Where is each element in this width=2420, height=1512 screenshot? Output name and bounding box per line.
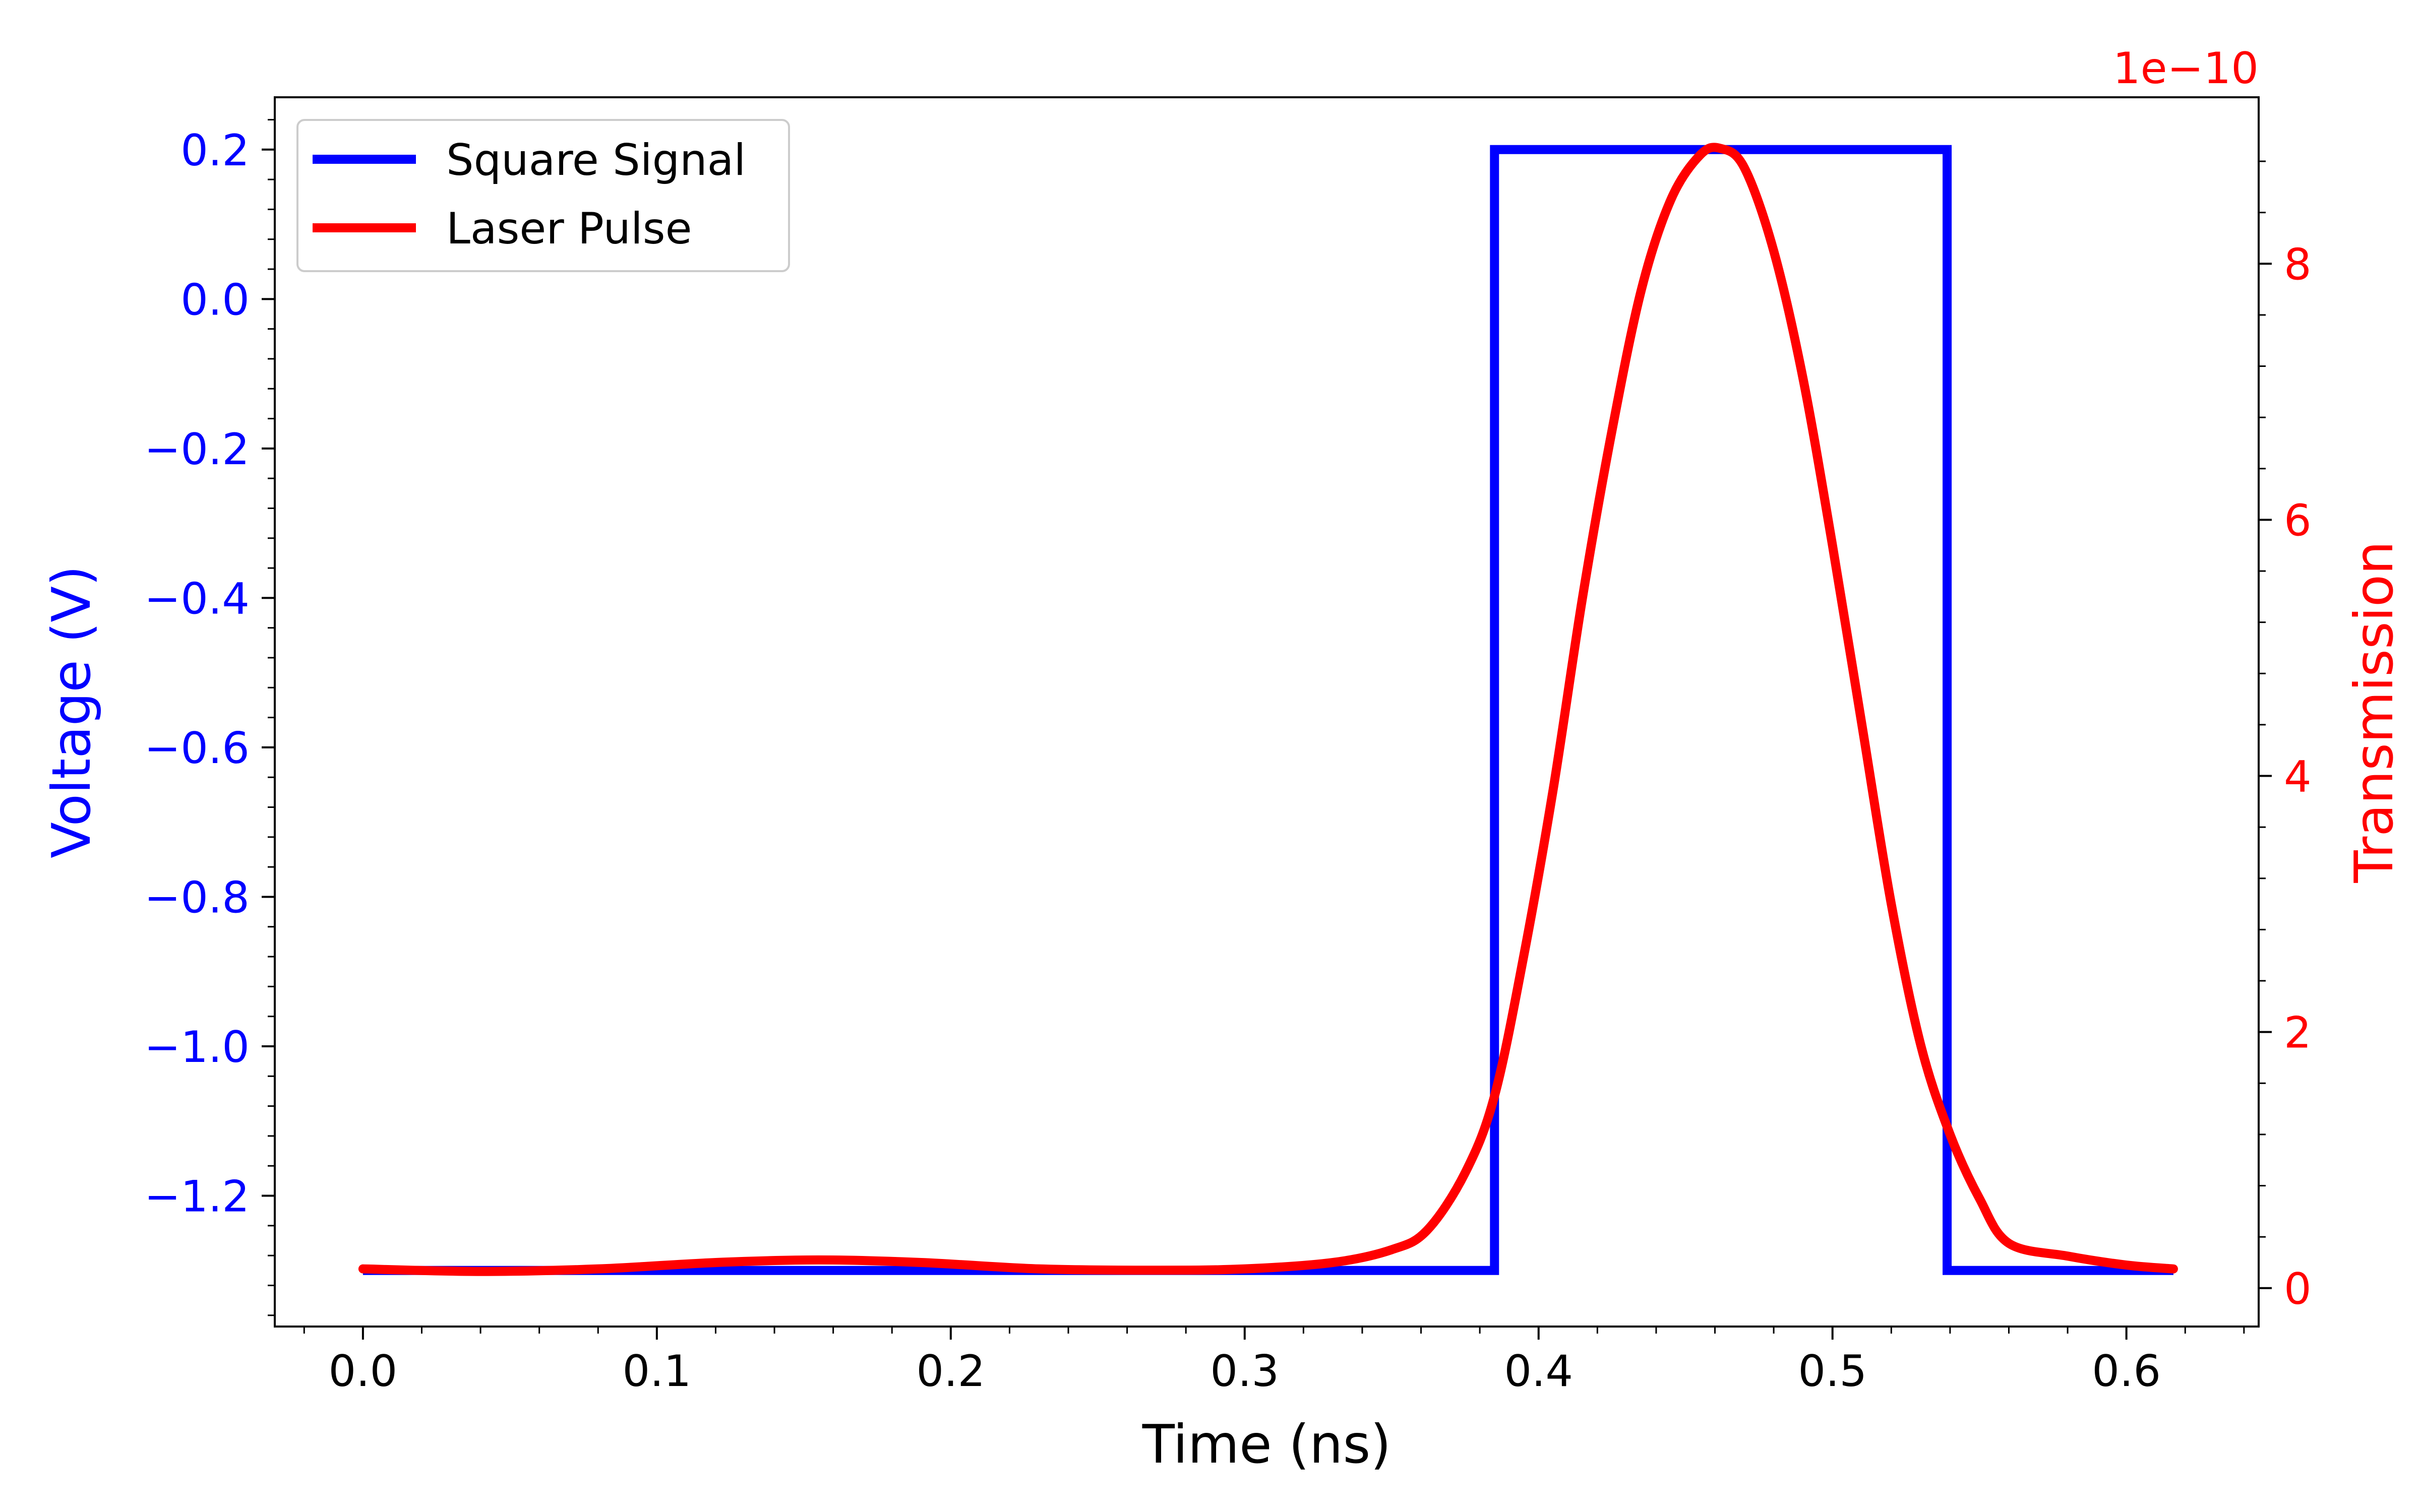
x-axis: 0.0 0.1 0.2 0.3 0.4 0.5 0.6 [303, 1327, 2245, 1397]
y-right-tick-label: 4 [2284, 752, 2312, 802]
y-left-tick-label: −0.4 [144, 574, 250, 624]
y-right-tick-label: 2 [2284, 1008, 2312, 1058]
series-layer [358, 143, 2178, 1276]
legend-box [296, 119, 790, 272]
legend-entry-2: Laser Pulse [446, 204, 692, 254]
y-left-tick-label: −1.2 [144, 1172, 250, 1222]
x-tick-label: 0.4 [1504, 1346, 1573, 1397]
y-left-tick-label: −0.6 [144, 723, 250, 774]
y-axis-right-label: Transmission [2343, 541, 2405, 883]
y-axis-left: 0.2 0.0 −0.2 −0.4 −0.6 −0.8 −1.0 −1.2 [144, 118, 275, 1316]
x-tick-label: 0.5 [1798, 1346, 1867, 1397]
y-right-tick-label: 6 [2284, 495, 2312, 546]
x-tick-label: 0.6 [2092, 1346, 2161, 1397]
y-axis-left-label: Voltage (V) [41, 565, 102, 858]
x-axis-label: Time (ns) [1142, 1414, 1392, 1475]
y-right-tick-label: 0 [2284, 1264, 2312, 1314]
plot-frame [274, 96, 2260, 1328]
y-left-tick-label: −0.2 [144, 424, 250, 475]
legend: Square Signal Laser Pulse [296, 119, 790, 272]
y-left-tick-label: 0.0 [180, 275, 250, 325]
y-right-tick-label: 8 [2284, 239, 2312, 290]
x-tick-label: 0.2 [916, 1346, 985, 1397]
series-line-2 [358, 143, 2178, 1276]
legend-entry-1: Square Signal [446, 135, 746, 185]
x-tick-label: 0.0 [328, 1346, 397, 1397]
y-axis-right: 0 2 4 6 8 [2259, 160, 2312, 1314]
series-line-1 [362, 145, 2173, 1275]
x-tick-label: 0.1 [622, 1346, 691, 1397]
y-axis-right-offset-text: 1e−10 [2113, 43, 2259, 94]
y-left-tick-label: 0.2 [180, 125, 250, 176]
y-left-tick-label: −1.0 [144, 1022, 250, 1073]
y-left-tick-label: −0.8 [144, 872, 250, 923]
x-tick-label: 0.3 [1210, 1346, 1279, 1397]
